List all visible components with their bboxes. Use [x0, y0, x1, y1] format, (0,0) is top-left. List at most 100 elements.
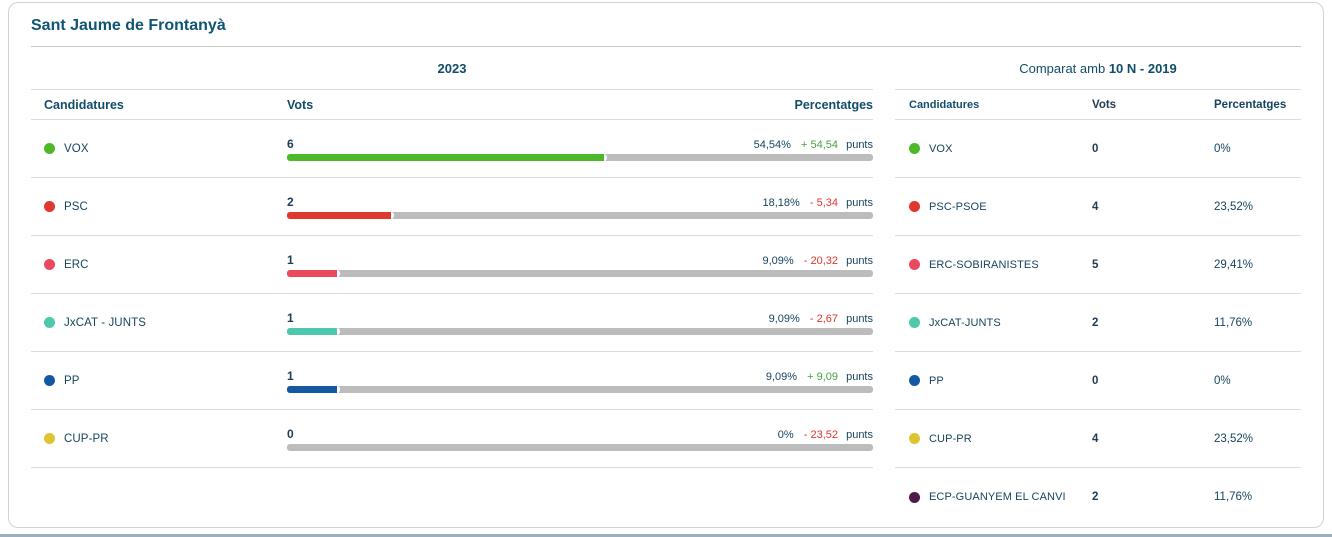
punts-label: punts: [846, 254, 873, 267]
party-cell: PSC-PSOE: [895, 201, 1092, 213]
vote-bar-track: [287, 443, 873, 451]
party-cell: JxCAT-JUNTS: [895, 317, 1092, 329]
party-label: PP: [929, 374, 944, 387]
party-label: PP: [64, 374, 80, 387]
percentage-group: 9,09% - 2,67 punts: [769, 313, 873, 325]
party-color-dot-icon: [44, 317, 55, 328]
pct-diff: + 54,54: [801, 138, 839, 151]
panels-container: 2023 Candidatures Vots Percentatges VOX …: [31, 47, 1301, 526]
votes-value: 2: [1092, 491, 1099, 503]
comparison-heading-value: 10 N - 2019: [1108, 61, 1177, 76]
current-election-panel: 2023 Candidatures Vots Percentatges VOX …: [31, 47, 873, 526]
comparison-row: ERC-SOBIRANISTES 5 29,41%: [895, 236, 1301, 294]
votes-value: 1: [287, 368, 294, 383]
party-cell: CUP-PR: [895, 433, 1092, 445]
result-row: ERC 1 9,09% - 20,32 punts: [31, 236, 873, 294]
vote-bar-track: [287, 211, 873, 219]
punts-label: punts: [846, 312, 873, 325]
party-cell: JxCAT - JUNTS: [31, 317, 287, 329]
votes-bar-cell: 1 9,09% + 9,09 punts: [287, 369, 873, 393]
punts-label: punts: [846, 138, 873, 151]
comparison-row: CUP-PR 4 23,52%: [895, 410, 1301, 468]
punts-label: punts: [846, 370, 873, 383]
votes-value: 0: [287, 426, 294, 441]
col-header-percentatges: Percentatges: [1214, 98, 1287, 111]
pct-value: 11,76%: [1214, 316, 1253, 329]
votes-value: 2: [1092, 316, 1099, 329]
bottom-edge-strip: [0, 534, 1332, 537]
page-title: Sant Jaume de Frontanyà: [31, 17, 226, 34]
party-label: PSC: [64, 200, 88, 213]
party-color-dot-icon: [909, 259, 920, 270]
comparison-row: JxCAT-JUNTS 2 11,76%: [895, 294, 1301, 352]
pct-value: 23,52%: [1214, 432, 1254, 445]
right-column-headers: Candidatures Vots Percentatges: [895, 90, 1301, 119]
left-rows-list: VOX 6 54,54% + 54,54 punts PSC 2: [31, 120, 873, 468]
col-header-candidatures: Candidatures: [44, 97, 124, 112]
pct-value: 9,09%: [765, 370, 798, 383]
votes-value: 4: [1092, 432, 1099, 445]
party-color-dot-icon: [909, 375, 920, 386]
comparison-heading-label: Comparat amb: [1019, 61, 1106, 76]
title-divider: [31, 46, 1301, 47]
pct-value: 9,09%: [768, 312, 800, 325]
votes-value: 2: [287, 194, 294, 209]
pct-value: 9,09%: [762, 254, 794, 267]
party-cell: PSC: [31, 201, 287, 213]
votes-bar-cell: 1 9,09% - 20,32 punts: [287, 253, 873, 277]
header-divider: [895, 119, 1301, 120]
result-row: JxCAT - JUNTS 1 9,09% - 2,67 punts: [31, 294, 873, 352]
percentage-group: 0% - 23,52 punts: [778, 429, 873, 441]
party-cell: VOX: [31, 143, 287, 155]
vote-bar-fill: [287, 327, 341, 335]
party-label: CUP-PR: [64, 432, 109, 445]
pct-value: 0%: [1214, 374, 1231, 387]
pct-value: 11,76%: [1214, 491, 1253, 503]
result-row: PSC 2 18,18% - 5,34 punts: [31, 178, 873, 236]
vote-bar-fill: [287, 153, 607, 161]
comparison-row: PSC-PSOE 4 23,52%: [895, 178, 1301, 236]
vote-bar-track: [287, 385, 873, 393]
bar-top-line: 1 9,09% - 20,32 punts: [287, 253, 873, 267]
pct-diff: - 5,34: [809, 196, 839, 209]
vote-bar-track: [287, 269, 873, 277]
party-label: JxCAT - JUNTS: [64, 316, 147, 329]
vote-bar-fill: [287, 385, 341, 393]
punts-label: punts: [846, 196, 873, 209]
result-row: VOX 6 54,54% + 54,54 punts: [31, 120, 873, 178]
party-cell: VOX: [895, 143, 1092, 155]
vote-bar-track: [287, 327, 873, 335]
col-header-percentatges: Percentatges: [794, 97, 873, 112]
party-label: JxCAT-JUNTS: [929, 316, 1001, 329]
col-header-candidatures: Candidatures: [909, 98, 980, 111]
party-label: PSC-PSOE: [929, 200, 987, 213]
pct-diff: - 23,52: [803, 428, 839, 441]
party-label: ECP-GUANYEM EL CANVI: [929, 491, 1066, 503]
votes-value: 4: [1092, 200, 1099, 213]
party-cell: ERC: [31, 259, 287, 271]
pct-value: 0%: [777, 428, 794, 441]
party-cell: ERC-SOBIRANISTES: [895, 259, 1092, 271]
party-color-dot-icon: [909, 433, 920, 444]
percentage-group: 18,18% - 5,34 punts: [763, 197, 874, 209]
comparison-row: PP 0 0%: [895, 352, 1301, 410]
party-color-dot-icon: [909, 143, 920, 154]
party-color-dot-icon: [44, 201, 55, 212]
comparison-heading: Comparat amb 10 N - 2019: [895, 47, 1301, 89]
right-rows-list: VOX 0 0% PSC-PSOE 4 23,52% ERC-SOBIRANIS…: [895, 120, 1301, 526]
party-label: VOX: [64, 142, 89, 155]
votes-value: 5: [1092, 258, 1099, 271]
party-cell: PP: [31, 375, 287, 387]
col-header-vots: Vots: [287, 97, 314, 112]
party-cell: PP: [895, 375, 1092, 387]
pct-value: 54,54%: [753, 138, 791, 151]
party-color-dot-icon: [909, 491, 920, 503]
party-color-dot-icon: [44, 375, 55, 386]
pct-diff: - 20,32: [803, 254, 839, 267]
result-row: PP 1 9,09% + 9,09 punts: [31, 352, 873, 410]
votes-value: 1: [287, 310, 294, 325]
bar-top-line: 1 9,09% - 2,67 punts: [287, 311, 873, 325]
vote-bar-fill: [287, 269, 341, 277]
left-column-headers: Candidatures Vots Percentatges: [31, 90, 873, 119]
pct-diff: + 9,09: [807, 370, 839, 383]
